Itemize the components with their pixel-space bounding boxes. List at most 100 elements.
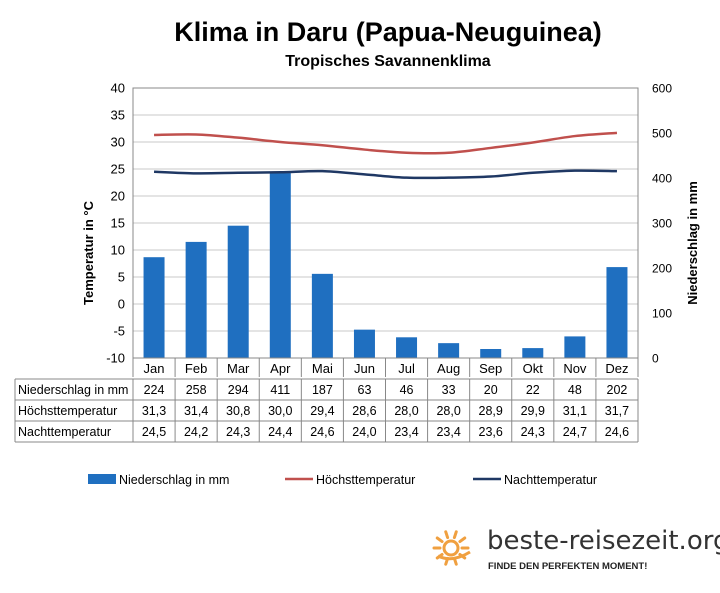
sun-logo-icon xyxy=(432,530,471,566)
table-cell: 202 xyxy=(607,383,628,397)
y-left-tick-label: 35 xyxy=(111,108,125,123)
precipitation-bar xyxy=(353,329,375,358)
y-left-axis-title: Temperatur in °C xyxy=(81,200,96,305)
table-row-header: Höchsttemperatur xyxy=(18,404,117,418)
table-cell: 187 xyxy=(312,383,333,397)
table-cell: 31,1 xyxy=(563,404,587,418)
table-cell: 411 xyxy=(270,383,290,397)
x-tick-label: Jun xyxy=(354,361,375,376)
y-left-tick-label: 40 xyxy=(111,81,125,96)
sun-ray xyxy=(452,530,458,540)
y-left-tick-label: -10 xyxy=(106,351,125,366)
table-cell: 294 xyxy=(228,383,249,397)
table-cell: 24,7 xyxy=(563,425,587,439)
y-left-tick-label: 20 xyxy=(111,189,125,204)
table-cell: 48 xyxy=(568,383,582,397)
gridlines xyxy=(133,87,638,359)
y-right-tick-label: 600 xyxy=(652,82,672,96)
table-cell: 258 xyxy=(186,383,207,397)
x-tick-label: Nov xyxy=(563,361,587,376)
data-table: Niederschlag in mm 224 258 294 411 187 63 46 33 2… xyxy=(14,378,639,443)
x-tick-label: Apr xyxy=(270,361,291,376)
table-cell: 30,0 xyxy=(268,404,292,418)
x-tick-label: Mar xyxy=(227,361,250,376)
precipitation-bar xyxy=(143,257,165,358)
precipitation-bar xyxy=(396,337,418,358)
table-cell: 46 xyxy=(400,383,414,397)
branding: beste-reisezeit.org FINDE DEN PERFEKTEN … xyxy=(432,526,720,572)
precipitation-bar xyxy=(606,267,628,358)
night-temp-line xyxy=(153,169,617,180)
table-row-header: Nachttemperatur xyxy=(18,425,111,439)
x-tick-label: Feb xyxy=(185,361,207,376)
precipitation-bars xyxy=(143,173,628,358)
sun-ray xyxy=(444,530,450,540)
axes: -10-505101520253035400100200300400500600… xyxy=(106,81,672,377)
y-right-axis-title: Niederschlag in mm xyxy=(685,181,700,305)
precipitation-bar xyxy=(185,241,207,358)
table-cell: 224 xyxy=(144,383,165,397)
precipitation-bar xyxy=(480,349,502,358)
legend: Niederschlag in mm Höchsttemperatur Nachtt… xyxy=(88,473,597,487)
y-left-tick-label: 0 xyxy=(118,297,125,312)
sun-disc xyxy=(442,539,460,557)
brand-name: beste-reisezeit.org xyxy=(487,526,720,556)
y-left-tick-label: 25 xyxy=(111,162,125,177)
table-cell: 24,3 xyxy=(521,425,545,439)
table-cell: 24,5 xyxy=(142,425,166,439)
x-tick-label: Okt xyxy=(523,361,544,376)
precipitation-bar xyxy=(522,348,544,358)
x-tick-label: Aug xyxy=(437,361,460,376)
table-cell: 31,3 xyxy=(142,404,166,418)
table-cell: 31,7 xyxy=(605,404,629,418)
table-cell: 20 xyxy=(484,383,498,397)
precipitation-bar xyxy=(438,343,460,358)
brand-slogan: FINDE DEN PERFEKTEN MOMENT! xyxy=(488,561,647,572)
table-cell: 24,3 xyxy=(226,425,250,439)
legend-swatch-bar xyxy=(88,474,116,484)
legend-label: Niederschlag in mm xyxy=(119,473,229,487)
table-cell: 22 xyxy=(526,383,540,397)
legend-label: Höchsttemperatur xyxy=(316,473,415,487)
y-right-tick-label: 0 xyxy=(652,352,659,366)
y-left-tick-label: 10 xyxy=(111,243,125,258)
max-temp-line xyxy=(154,131,618,155)
legend-label: Nachttemperatur xyxy=(504,473,597,487)
y-right-tick-label: 400 xyxy=(652,172,672,186)
table-cell: 24,4 xyxy=(268,425,292,439)
y-left-tick-label: -5 xyxy=(113,324,125,339)
chart-subtitle: Tropisches Savannenklima xyxy=(285,53,491,70)
sun-ray xyxy=(435,536,444,544)
table-cell: 24,6 xyxy=(605,425,629,439)
table-cell: 33 xyxy=(442,383,456,397)
precipitation-bar xyxy=(311,273,333,358)
table-cell: 31,4 xyxy=(184,404,208,418)
sun-ray xyxy=(458,536,467,544)
table-cell: 30,8 xyxy=(226,404,250,418)
y-right-tick-label: 500 xyxy=(652,127,672,141)
table-cell: 28,9 xyxy=(479,404,503,418)
table-cell: 24,2 xyxy=(184,425,208,439)
table-cell: 29,4 xyxy=(310,404,334,418)
precipitation-bar xyxy=(564,336,586,358)
y-right-tick-label: 300 xyxy=(652,217,672,231)
table-cell: 28,0 xyxy=(394,404,418,418)
table-cell: 28,6 xyxy=(352,404,376,418)
table-cell: 29,9 xyxy=(521,404,545,418)
table-cell: 24,0 xyxy=(352,425,376,439)
sun-swoosh xyxy=(437,550,471,561)
chart-title: Klima in Daru (Papua-Neuguinea) xyxy=(174,17,602,47)
temperature-lines xyxy=(153,131,618,180)
y-right-tick-label: 100 xyxy=(652,307,672,321)
table-row-header: Niederschlag in mm xyxy=(18,383,128,397)
y-left-tick-label: 15 xyxy=(111,216,125,231)
precipitation-bar xyxy=(227,225,249,358)
precipitation-bar xyxy=(269,173,291,358)
table-cell: 63 xyxy=(358,383,372,397)
x-tick-label: Dez xyxy=(605,361,628,376)
y-right-tick-label: 200 xyxy=(652,262,672,276)
table-cell: 23,6 xyxy=(479,425,503,439)
x-tick-label: Jul xyxy=(398,361,415,376)
x-tick-label: Sep xyxy=(479,361,502,376)
